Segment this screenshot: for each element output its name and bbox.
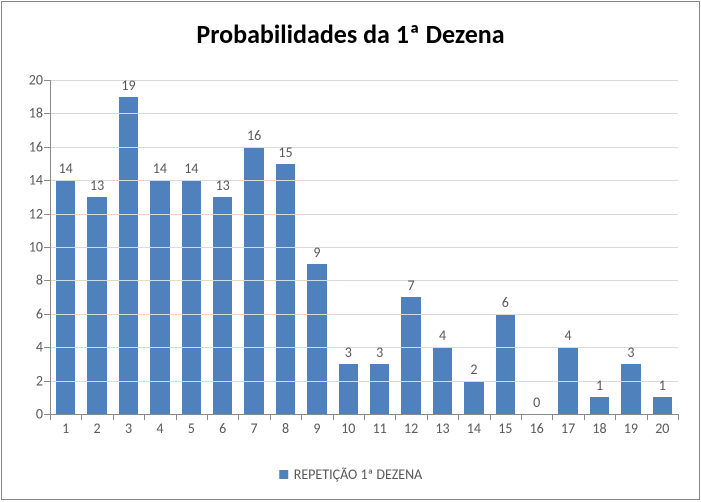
data-label: 4	[428, 327, 458, 344]
data-label: 3	[333, 344, 363, 361]
y-tick-label: 12	[11, 205, 43, 222]
y-tick-label: 16	[11, 138, 43, 155]
legend-label: REPETIÇÃO 1ª DEZENA	[294, 466, 423, 483]
y-tick-label: 0	[11, 406, 43, 423]
x-tick-label: 18	[585, 420, 615, 437]
data-label: 14	[145, 160, 175, 177]
data-label: 9	[302, 244, 332, 261]
bar	[370, 364, 389, 414]
grid-line	[50, 280, 678, 281]
x-tick-label: 8	[271, 420, 301, 437]
y-tick-label: 10	[11, 239, 43, 256]
x-tick-label: 13	[428, 420, 458, 437]
bar	[119, 97, 138, 414]
x-tick-label: 4	[145, 420, 175, 437]
data-label: 0	[522, 394, 552, 411]
chart-container: Probabilidades da 1ª Dezena REPETIÇÃO 1ª…	[1, 1, 700, 500]
y-tick-label: 14	[11, 172, 43, 189]
data-label: 13	[82, 177, 112, 194]
data-label: 14	[51, 160, 81, 177]
bar	[496, 314, 515, 414]
y-tick-label: 20	[11, 72, 43, 89]
grid-line	[50, 180, 678, 181]
data-label: 3	[616, 344, 646, 361]
y-tick-label: 4	[11, 339, 43, 356]
x-tick-label: 1	[51, 420, 81, 437]
grid-line	[50, 214, 678, 215]
x-tick-label: 11	[365, 420, 395, 437]
x-tick-label: 3	[114, 420, 144, 437]
data-label: 1	[647, 377, 677, 394]
x-tick-label: 5	[176, 420, 206, 437]
x-tick-label: 14	[459, 420, 489, 437]
legend: REPETIÇÃO 1ª DEZENA	[279, 466, 423, 483]
x-tick-label: 6	[208, 420, 238, 437]
x-tick-label: 17	[553, 420, 583, 437]
x-tick-label: 19	[616, 420, 646, 437]
data-label: 14	[176, 160, 206, 177]
x-tick-label: 20	[647, 420, 677, 437]
x-tick-label: 9	[302, 420, 332, 437]
grid-line	[50, 247, 678, 248]
bar	[339, 364, 358, 414]
chart-title: Probabilidades da 1ª Dezena	[2, 18, 699, 50]
x-tick-label: 15	[490, 420, 520, 437]
data-label: 1	[585, 377, 615, 394]
x-tick-mark	[678, 414, 679, 420]
y-tick-label: 6	[11, 305, 43, 322]
bar	[590, 397, 609, 414]
bar	[276, 164, 295, 415]
legend-swatch	[279, 470, 288, 479]
grid-line	[50, 80, 678, 81]
y-tick-label: 8	[11, 272, 43, 289]
x-tick-mark	[50, 414, 51, 420]
data-label: 16	[239, 127, 269, 144]
data-label: 2	[459, 361, 489, 378]
grid-line	[50, 314, 678, 315]
y-tick-label: 2	[11, 372, 43, 389]
bar	[464, 381, 483, 414]
x-tick-label: 10	[333, 420, 363, 437]
bar	[621, 364, 640, 414]
x-tick-label: 12	[396, 420, 426, 437]
bar	[182, 180, 201, 414]
bar	[307, 264, 326, 414]
data-label: 13	[208, 177, 238, 194]
x-tick-label: 2	[82, 420, 112, 437]
data-label: 15	[271, 144, 301, 161]
x-tick-label: 7	[239, 420, 269, 437]
grid-line	[50, 113, 678, 114]
bar	[653, 397, 672, 414]
data-label: 19	[114, 77, 144, 94]
data-label: 3	[365, 344, 395, 361]
bar	[56, 180, 75, 414]
x-tick-label: 16	[522, 420, 552, 437]
bar	[150, 180, 169, 414]
plot-area	[50, 80, 678, 414]
data-label: 4	[553, 327, 583, 344]
data-label: 7	[396, 277, 426, 294]
y-axis	[50, 80, 51, 414]
grid-line	[50, 147, 678, 148]
y-tick-label: 18	[11, 105, 43, 122]
data-label: 6	[490, 294, 520, 311]
